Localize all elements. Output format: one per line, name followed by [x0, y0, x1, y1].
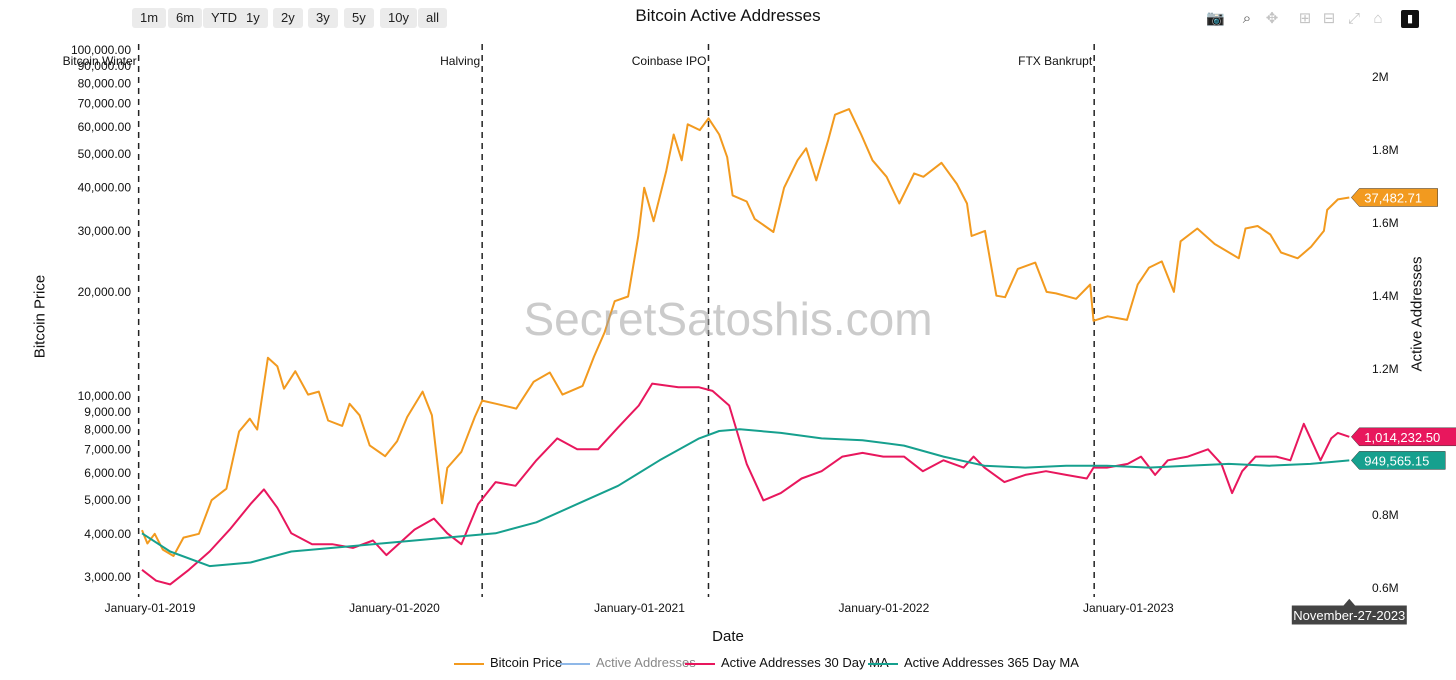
y-tick-label: 6,000.00 — [84, 466, 131, 480]
range-button-2y[interactable]: 2y — [273, 8, 303, 28]
range-button-1m[interactable]: 1m — [132, 8, 167, 28]
range-button-all[interactable]: all — [418, 8, 448, 28]
hover-date-label: November-27-2023 — [1293, 608, 1405, 623]
x-tick-label: January-01-2021 — [594, 601, 685, 615]
x-tick-label: January-01-2020 — [349, 601, 440, 615]
y-tick-label: 20,000.00 — [78, 285, 132, 299]
legend-swatch — [868, 662, 898, 665]
end-label-price: 37,482.71 — [1364, 190, 1422, 205]
reset-axes-icon[interactable]: ⌂ — [1373, 10, 1383, 27]
x-axis-title: Date — [712, 628, 744, 645]
y-tick-label: 4,000.00 — [84, 527, 131, 541]
pan-icon[interactable]: ✥ — [1265, 10, 1279, 27]
range-button-10y[interactable]: 10y — [380, 8, 417, 28]
x-tick-label: January-01-2023 — [1083, 601, 1174, 615]
event-label: Coinbase IPO — [632, 54, 707, 68]
y-tick-label: 9,000.00 — [84, 405, 131, 419]
end-label-ma365-box — [1350, 451, 1446, 470]
hover-date-box — [1290, 597, 1408, 626]
legend: Bitcoin Price Active Addresses Active Addr… — [0, 655, 1456, 675]
chart-title: Bitcoin Active Addresses — [635, 6, 821, 25]
zoom-icon[interactable]: ⌕ — [1242, 10, 1252, 27]
y2-tick-label: 2M — [1372, 70, 1389, 84]
legend-swatch — [685, 662, 715, 665]
y-axis-title: Bitcoin Price — [31, 274, 49, 359]
y2-tick-label: 1.2M — [1372, 362, 1399, 376]
y-tick-label: 70,000.00 — [78, 97, 132, 111]
legend-swatch — [560, 662, 590, 665]
y2-tick-label: 1.4M — [1372, 289, 1399, 303]
end-label-ma30-box — [1350, 427, 1456, 447]
y-tick-label: 40,000.00 — [78, 181, 132, 195]
legend-item[interactable]: Bitcoin Price — [454, 655, 562, 675]
event-label: Bitcoin Winter — [63, 54, 137, 68]
series-line-active-addresses-365-day-ma — [141, 428, 1350, 568]
y2-tick-label: 0.6M — [1372, 581, 1399, 595]
range-button-5y[interactable]: 5y — [344, 8, 374, 28]
y-tick-label: 3,000.00 — [84, 570, 131, 584]
legend-label: Active Addresses — [596, 655, 696, 670]
y-tick-label: 50,000.00 — [78, 147, 132, 161]
series-line-active-addresses-30-day-ma — [141, 382, 1350, 586]
range-button-1y[interactable]: 1y — [238, 8, 268, 28]
end-label-price-box — [1350, 188, 1438, 207]
range-button-6m[interactable]: 6m — [168, 8, 203, 28]
y-tick-label: 80,000.00 — [78, 77, 132, 91]
legend-swatch — [454, 662, 484, 665]
zoom-in-icon[interactable]: ⊞ — [1298, 10, 1312, 27]
y-tick-label: 60,000.00 — [78, 120, 132, 134]
y-tick-label: 7,000.00 — [84, 443, 131, 457]
camera-icon[interactable]: 📷 — [1206, 10, 1225, 27]
legend-item[interactable]: Active Addresses 30 Day MA — [685, 655, 889, 675]
event-label: Halving — [440, 54, 480, 68]
y2-tick-label: 0.8M — [1372, 508, 1399, 522]
legend-label: Active Addresses 365 Day MA — [904, 655, 1079, 670]
legend-label: Bitcoin Price — [490, 655, 563, 670]
legend-item[interactable]: Active Addresses 365 Day MA — [868, 655, 1079, 675]
x-tick-label: January-01-2022 — [839, 601, 930, 615]
range-button-ytd[interactable]: YTD — [203, 8, 245, 28]
y-tick-label: 5,000.00 — [84, 493, 131, 507]
legend-label: Active Addresses 30 Day MA — [721, 655, 889, 670]
legend-item[interactable]: Active Addresses — [560, 655, 696, 675]
y-tick-label: 30,000.00 — [78, 224, 132, 238]
end-label-ma30: 1,014,232.50 — [1364, 430, 1440, 445]
y-tick-label: 90,000.00 — [78, 59, 132, 73]
autoscale-icon[interactable]: ⤢ — [1347, 10, 1360, 27]
y2-axis-title: Active Addresses — [1408, 256, 1426, 372]
y2-tick-label: 1.6M — [1372, 216, 1399, 230]
range-button-3y[interactable]: 3y — [308, 8, 338, 28]
plotly-logo-icon[interactable]: ▮ — [1401, 10, 1419, 28]
y-tick-label: 8,000.00 — [84, 423, 131, 437]
end-label-ma365: 949,565.15 — [1364, 453, 1429, 468]
y2-tick-label: 1.8M — [1372, 143, 1399, 157]
y-tick-label: 10,000.00 — [78, 389, 132, 403]
zoom-out-icon[interactable]: ⊟ — [1322, 10, 1336, 27]
y-tick-label: 100,000.00 — [71, 43, 131, 57]
series-line-bitcoin-price — [141, 108, 1350, 557]
x-tick-label: January-01-2019 — [105, 601, 196, 615]
event-label: FTX Bankrupt — [1018, 54, 1093, 68]
